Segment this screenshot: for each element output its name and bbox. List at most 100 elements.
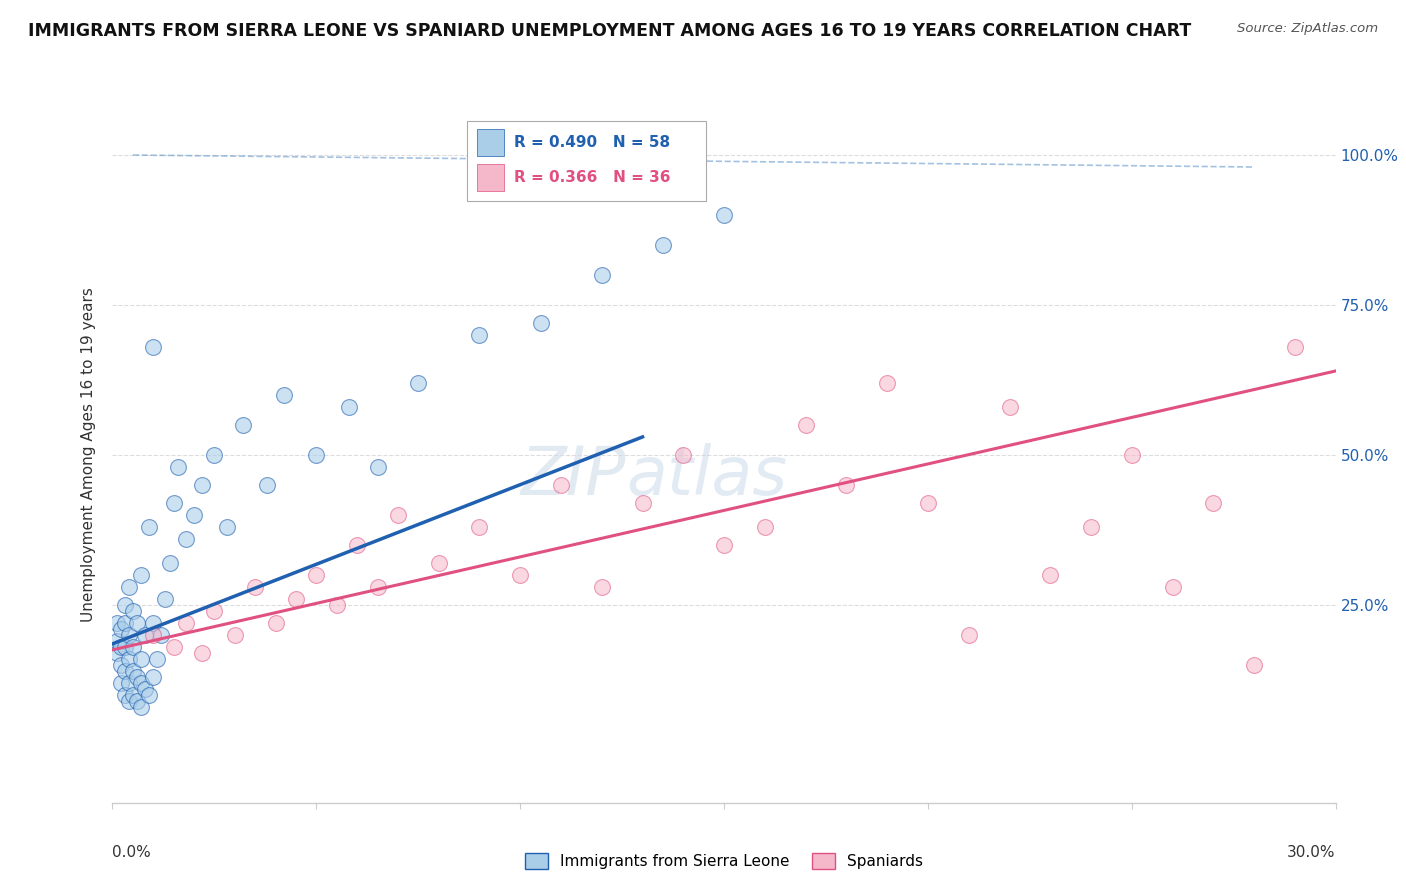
- Point: [114, 615, 136, 630]
- Point: [1202, 496, 1225, 510]
- Point: [224, 628, 246, 642]
- Legend: Immigrants from Sierra Leone, Spaniards: Immigrants from Sierra Leone, Spaniards: [519, 847, 929, 875]
- Point: [122, 664, 145, 678]
- Point: [129, 652, 152, 666]
- Point: [163, 496, 186, 510]
- Point: [550, 478, 572, 492]
- Point: [273, 388, 295, 402]
- Point: [366, 459, 388, 474]
- Point: [125, 615, 148, 630]
- Point: [125, 670, 148, 684]
- Point: [1243, 657, 1265, 672]
- Point: [191, 478, 214, 492]
- Point: [1121, 448, 1143, 462]
- Point: [174, 615, 197, 630]
- Text: 30.0%: 30.0%: [1288, 845, 1336, 860]
- Point: [998, 400, 1021, 414]
- Point: [138, 520, 160, 534]
- Point: [110, 622, 132, 636]
- Point: [876, 376, 898, 390]
- Point: [110, 657, 132, 672]
- Point: [408, 376, 430, 390]
- Point: [256, 478, 278, 492]
- Point: [468, 520, 491, 534]
- Point: [794, 417, 817, 432]
- Point: [305, 448, 328, 462]
- Point: [591, 268, 613, 282]
- Point: [264, 615, 287, 630]
- Point: [129, 567, 152, 582]
- Point: [346, 538, 368, 552]
- Point: [129, 676, 152, 690]
- FancyBboxPatch shape: [477, 129, 503, 156]
- Point: [713, 538, 735, 552]
- Point: [118, 676, 141, 690]
- Point: [174, 532, 197, 546]
- Point: [110, 676, 132, 690]
- Point: [191, 646, 214, 660]
- Point: [142, 340, 165, 354]
- Point: [142, 628, 165, 642]
- Point: [672, 448, 695, 462]
- Point: [146, 652, 169, 666]
- Point: [155, 591, 177, 606]
- Text: ZIP: ZIP: [520, 442, 626, 508]
- Point: [142, 670, 165, 684]
- Point: [129, 699, 152, 714]
- Point: [114, 598, 136, 612]
- Y-axis label: Unemployment Among Ages 16 to 19 years: Unemployment Among Ages 16 to 19 years: [80, 287, 96, 623]
- Point: [305, 567, 328, 582]
- Point: [183, 508, 205, 522]
- Point: [591, 580, 613, 594]
- Point: [529, 316, 551, 330]
- Point: [204, 604, 226, 618]
- Point: [122, 640, 145, 654]
- Point: [1039, 567, 1062, 582]
- Point: [122, 604, 145, 618]
- Point: [631, 496, 654, 510]
- Point: [713, 208, 735, 222]
- Point: [245, 580, 267, 594]
- Point: [118, 628, 141, 642]
- Point: [134, 681, 156, 696]
- Point: [105, 615, 128, 630]
- Point: [110, 640, 132, 654]
- Point: [118, 694, 141, 708]
- Point: [1080, 520, 1102, 534]
- Text: atlas: atlas: [626, 442, 787, 508]
- Point: [468, 328, 491, 343]
- Point: [652, 238, 675, 252]
- Text: Source: ZipAtlas.com: Source: ZipAtlas.com: [1237, 22, 1378, 36]
- Point: [232, 417, 254, 432]
- Point: [284, 591, 308, 606]
- Point: [125, 694, 148, 708]
- Point: [134, 628, 156, 642]
- Point: [166, 459, 188, 474]
- Point: [917, 496, 939, 510]
- Point: [1161, 580, 1184, 594]
- Point: [204, 448, 226, 462]
- Point: [105, 646, 128, 660]
- Point: [957, 628, 980, 642]
- Point: [114, 640, 136, 654]
- Point: [427, 556, 450, 570]
- Point: [150, 628, 173, 642]
- Point: [509, 567, 531, 582]
- Point: [114, 688, 136, 702]
- Point: [163, 640, 186, 654]
- Point: [387, 508, 409, 522]
- Point: [754, 520, 776, 534]
- Point: [326, 598, 349, 612]
- FancyBboxPatch shape: [477, 164, 503, 191]
- Point: [138, 688, 160, 702]
- Point: [159, 556, 181, 570]
- Point: [122, 688, 145, 702]
- Point: [105, 633, 128, 648]
- Point: [1284, 340, 1306, 354]
- Point: [366, 580, 388, 594]
- Text: R = 0.366   N = 36: R = 0.366 N = 36: [513, 169, 671, 185]
- Point: [337, 400, 360, 414]
- Text: R = 0.490   N = 58: R = 0.490 N = 58: [513, 135, 669, 150]
- Point: [118, 580, 141, 594]
- Text: IMMIGRANTS FROM SIERRA LEONE VS SPANIARD UNEMPLOYMENT AMONG AGES 16 TO 19 YEARS : IMMIGRANTS FROM SIERRA LEONE VS SPANIARD…: [28, 22, 1191, 40]
